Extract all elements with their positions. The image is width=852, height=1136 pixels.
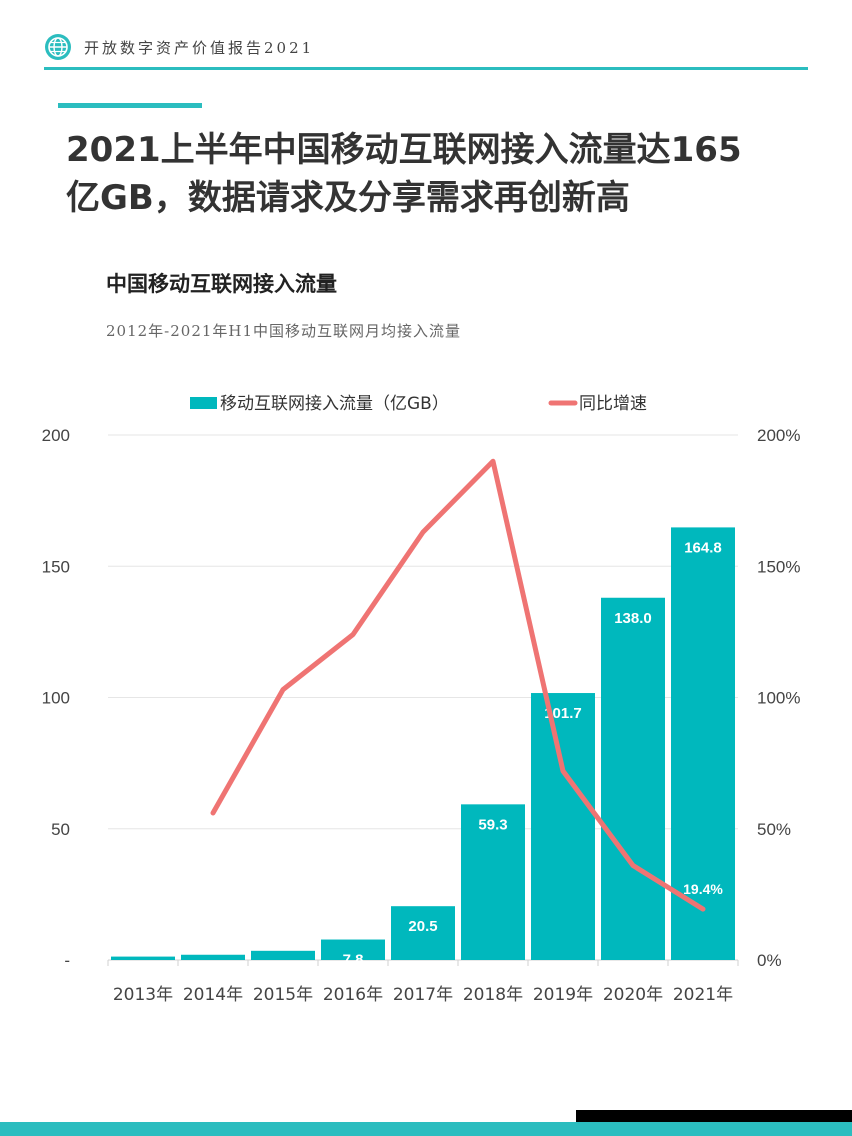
growth-line [210,458,706,912]
bar-data-label: 138.0 [614,610,652,627]
x-axis-tick-label: 2019年 [533,985,593,1005]
legend-line-label: 同比增速 [579,394,647,414]
bar-data-label: 101.7 [544,705,582,722]
left-axis-tick-label: 200 [42,426,70,445]
bar [461,804,525,960]
report-header: 开放数字资产价值报告2021 [44,32,314,62]
x-axis-tick-label: 2017年 [393,985,453,1005]
bar [671,527,735,960]
legend-bar-label: 移动互联网接入流量（亿GB） [220,394,449,414]
left-axis-tick-label: 50 [51,820,70,839]
header-divider [44,67,808,70]
bar [251,950,315,960]
right-axis-tick-label: 200% [757,426,800,445]
x-axis-tick-label: 2018年 [463,985,523,1005]
report-title: 开放数字资产价值报告2021 [84,38,315,57]
footer-band [0,1122,852,1136]
chart-subtitle: 2012年-2021年H1中国移动互联网月均接入流量 [106,322,462,340]
bar [391,906,455,960]
bar [111,956,175,960]
right-axis-tick-label: 50% [757,820,791,839]
left-axis-tick-label: - [64,951,70,970]
left-axis-tick-label: 150 [42,557,70,576]
combo-chart: - 50 100 150 200 0% 50% 100% 150% 200% 2013年 2014年 2… [42,394,801,1005]
bar [601,597,665,960]
page-title-line-2: 亿GB，数据请求及分享需求再创新高 [66,178,630,218]
x-axis-tick-label: 2021年 [673,985,733,1005]
bar-data-label: 20.5 [408,918,437,935]
bar-data-label: 164.8 [684,539,722,556]
bar-data-label: 7.8 [343,952,364,969]
chart-title: 中国移动互联网接入流量 [106,272,337,296]
bar [181,954,245,960]
bar [321,939,385,960]
right-axis-tick-label: 100% [757,689,800,708]
x-axis-tick-label: 2013年 [113,985,173,1005]
line-data-label: 19.4% [683,881,723,897]
right-axis-tick-label: 150% [757,557,800,576]
left-axis-tick-label: 100 [42,689,70,708]
x-axis-tick-label: 2016年 [323,985,383,1005]
legend-bar-swatch [190,397,217,409]
x-axis-tick-label: 2015年 [253,985,313,1005]
page-title-line-1: 2021上半年中国移动互联网接入流量达165 [66,130,742,170]
bar [531,693,595,960]
right-axis-tick-label: 0% [757,951,782,970]
title-accent-bar [58,103,202,108]
x-axis-tick-label: 2020年 [603,985,663,1005]
page-title: 2021上半年中国移动互联网接入流量达165 亿GB，数据请求及分享需求再创新高 [66,126,826,222]
globe-icon [45,34,71,60]
x-axis-tick-label: 2014年 [183,985,243,1005]
bar-data-label: 59.3 [478,816,507,833]
